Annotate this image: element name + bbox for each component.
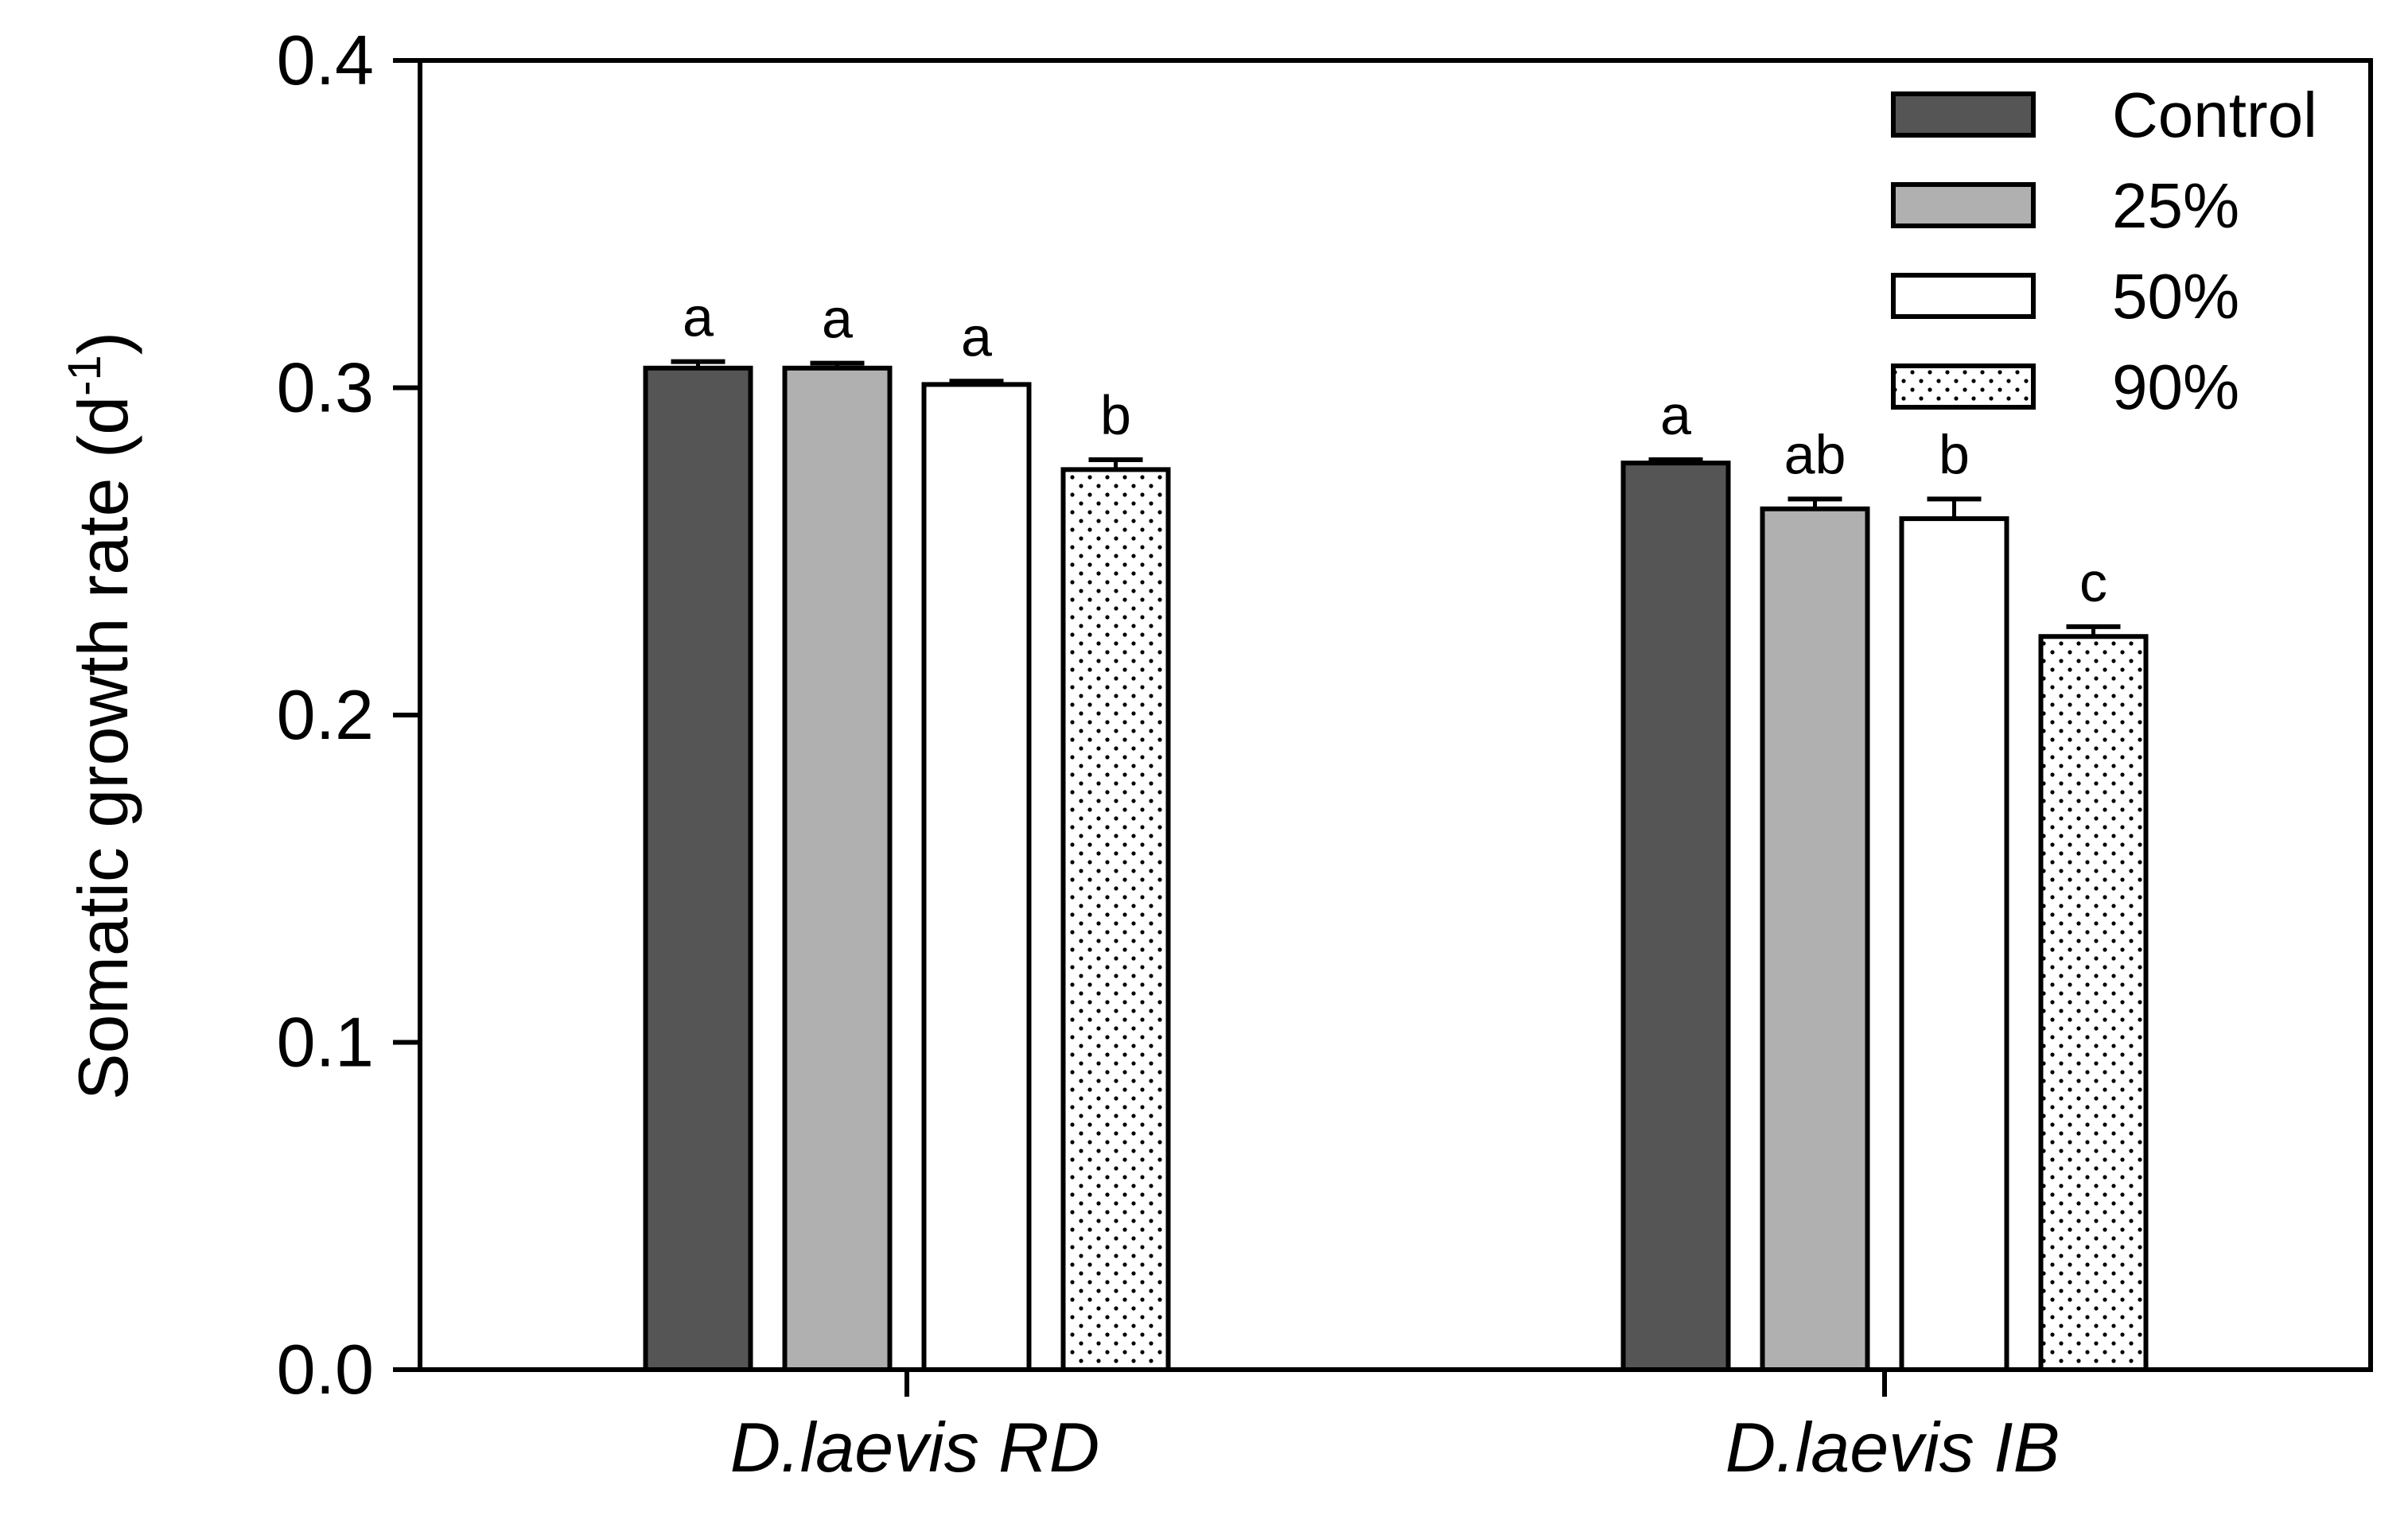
y-tick-label: 0.2 xyxy=(277,675,374,754)
significance-letter: a xyxy=(1660,384,1691,446)
x-axis-ticks: D.laevis RD D.laevis IB xyxy=(730,1370,2060,1487)
significance-letter: a xyxy=(961,305,992,367)
y-axis-title: Somatic growth rate (d-1) xyxy=(59,332,142,1100)
y-tick-label: 0.1 xyxy=(277,1003,374,1082)
legend-label: 50% xyxy=(2112,261,2239,332)
legend-swatch xyxy=(1891,273,2036,319)
significance-letter: a xyxy=(822,288,853,350)
significance-letter: ab xyxy=(1784,423,1846,485)
legend-label: 90% xyxy=(2112,352,2239,422)
bar xyxy=(643,365,753,1372)
y-tick-label: 0.4 xyxy=(277,21,374,99)
legend-label: Control xyxy=(2112,80,2317,150)
bar xyxy=(1899,516,2009,1372)
y-tick-label: 0.3 xyxy=(277,348,374,427)
category-suffix: IB xyxy=(1994,1408,2060,1487)
category-prefix: D.laevis xyxy=(730,1408,998,1487)
x-category-label: D.laevis RD xyxy=(730,1408,1100,1487)
legend-swatch xyxy=(1891,363,2036,410)
legend-label: 25% xyxy=(2112,170,2239,241)
bars-group xyxy=(643,365,2149,1372)
legend-swatch xyxy=(1891,182,2036,228)
bar xyxy=(2038,634,2149,1372)
significance-letter: b xyxy=(1100,384,1131,446)
error-bars-group xyxy=(671,359,2121,637)
significance-letter: b xyxy=(1939,423,1970,485)
significance-letters-group: a a ab aab bc xyxy=(683,286,2107,613)
bar xyxy=(782,365,893,1372)
y-tick-label: 0.0 xyxy=(277,1330,374,1409)
bar xyxy=(1760,506,1870,1372)
category-prefix: D.laevis xyxy=(1725,1408,1994,1487)
bar xyxy=(921,382,1032,1372)
significance-letter: a xyxy=(683,286,714,348)
bar xyxy=(1620,461,1731,1372)
category-suffix: RD xyxy=(998,1408,1099,1487)
bar xyxy=(1060,467,1171,1372)
legend: Control 25% 50% 90% xyxy=(1891,80,2317,422)
significance-letter: c xyxy=(2079,551,2107,613)
x-category-label: D.laevis IB xyxy=(1725,1408,2060,1487)
plot-frame xyxy=(418,58,2373,1372)
y-axis-ticks: 0.0 0.1 0.2 0.3 0.4 xyxy=(277,21,420,1409)
legend-swatch xyxy=(1891,91,2036,138)
